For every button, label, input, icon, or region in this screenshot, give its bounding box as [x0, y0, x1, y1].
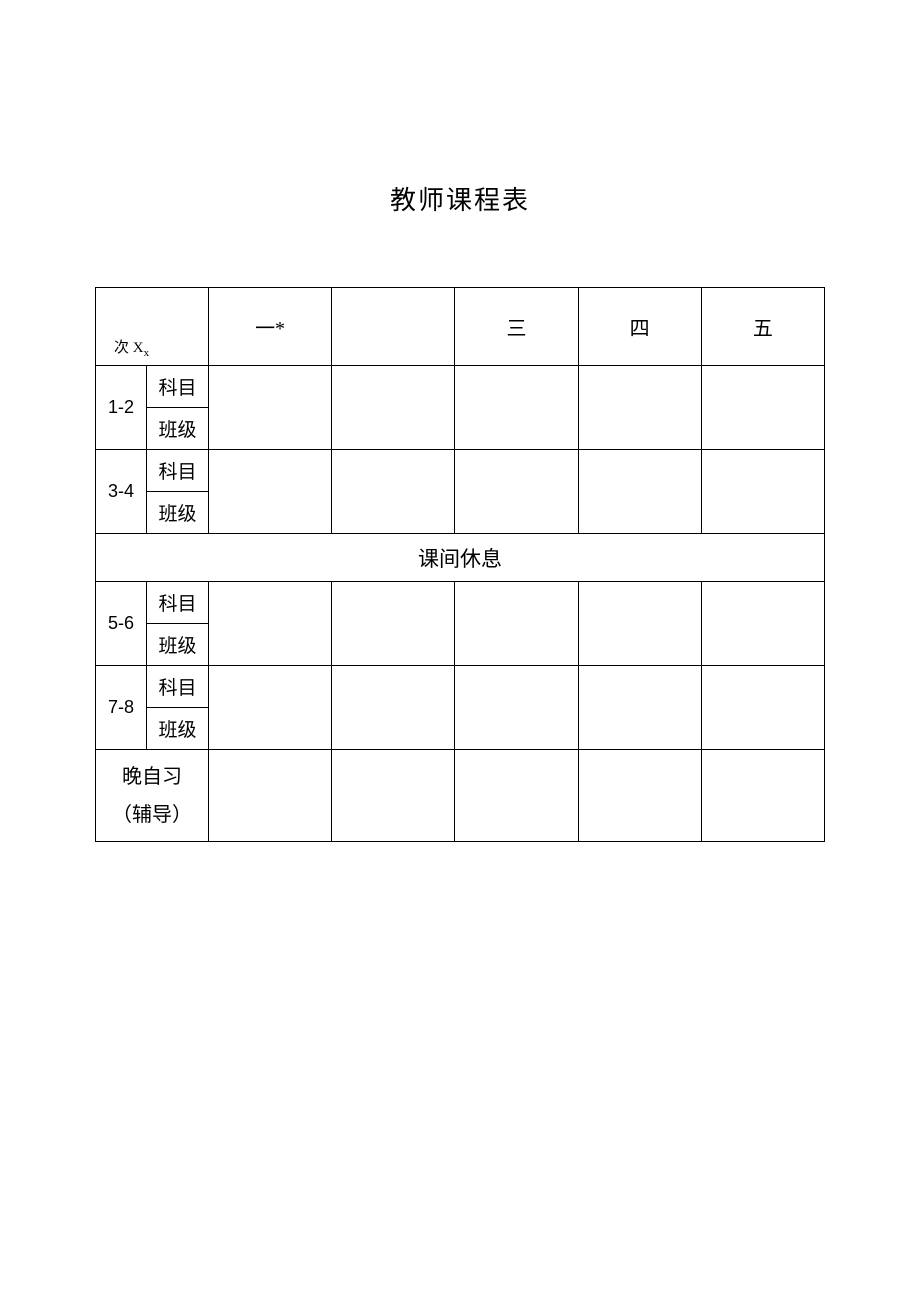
period-3-subject-row: 5-6 科目: [96, 582, 825, 624]
day-header-4: 四: [578, 288, 701, 366]
cell-p4-d5: [701, 666, 824, 750]
cell-p2-d3: [455, 450, 578, 534]
period-2-class-label: 班级: [147, 492, 209, 534]
day-header-2: [332, 288, 455, 366]
cell-p3-d4: [578, 582, 701, 666]
period-2-subject-row: 3-4 科目: [96, 450, 825, 492]
period-3-class-label: 班级: [147, 624, 209, 666]
period-2-subject-label: 科目: [147, 450, 209, 492]
header-row: 次 Xx 一* 三 四 五: [96, 288, 825, 366]
cell-p1-d1: [208, 366, 331, 450]
break-row: 课间休息: [96, 534, 825, 582]
day-header-1: 一*: [208, 288, 331, 366]
break-label: 课间休息: [96, 534, 825, 582]
cell-p1-d5: [701, 366, 824, 450]
period-3-subject-label: 科目: [147, 582, 209, 624]
page: 教师课程表 次 Xx 一* 三 四 五 1-2 科目: [0, 0, 920, 842]
cell-p3-d3: [455, 582, 578, 666]
evening-line1: 晚自习: [122, 766, 182, 788]
cell-ev-d4: [578, 750, 701, 842]
period-1-subject-row: 1-2 科目: [96, 366, 825, 408]
cell-p4-d3: [455, 666, 578, 750]
corner-cell: 次 Xx: [96, 288, 209, 366]
cell-ev-d5: [701, 750, 824, 842]
day-header-3: 三: [455, 288, 578, 366]
cell-p3-d5: [701, 582, 824, 666]
schedule-table: 次 Xx 一* 三 四 五 1-2 科目 班级 3-4 科目: [95, 287, 825, 842]
cell-ev-d3: [455, 750, 578, 842]
cell-p2-d5: [701, 450, 824, 534]
period-1-label: 1-2: [96, 366, 147, 450]
cell-p3-d2: [332, 582, 455, 666]
period-3-label: 5-6: [96, 582, 147, 666]
page-title: 教师课程表: [95, 180, 825, 217]
period-1-subject-label: 科目: [147, 366, 209, 408]
cell-p2-d1: [208, 450, 331, 534]
cell-p1-d4: [578, 366, 701, 450]
corner-text: 次 X: [114, 340, 144, 356]
period-4-class-label: 班级: [147, 708, 209, 750]
period-4-subject-label: 科目: [147, 666, 209, 708]
cell-ev-d2: [332, 750, 455, 842]
cell-p3-d1: [208, 582, 331, 666]
corner-label: 次 Xx: [114, 336, 149, 359]
corner-sub: x: [144, 347, 150, 359]
cell-p1-d3: [455, 366, 578, 450]
cell-p1-d2: [332, 366, 455, 450]
cell-p4-d4: [578, 666, 701, 750]
cell-p4-d1: [208, 666, 331, 750]
cell-p2-d2: [332, 450, 455, 534]
evening-line2: （辅导）: [112, 804, 192, 826]
evening-row: 晚自习 （辅导）: [96, 750, 825, 842]
period-4-label: 7-8: [96, 666, 147, 750]
period-4-subject-row: 7-8 科目: [96, 666, 825, 708]
period-1-class-label: 班级: [147, 408, 209, 450]
day-header-5: 五: [701, 288, 824, 366]
cell-p4-d2: [332, 666, 455, 750]
cell-ev-d1: [208, 750, 331, 842]
period-2-label: 3-4: [96, 450, 147, 534]
evening-label: 晚自习 （辅导）: [96, 750, 209, 842]
cell-p2-d4: [578, 450, 701, 534]
